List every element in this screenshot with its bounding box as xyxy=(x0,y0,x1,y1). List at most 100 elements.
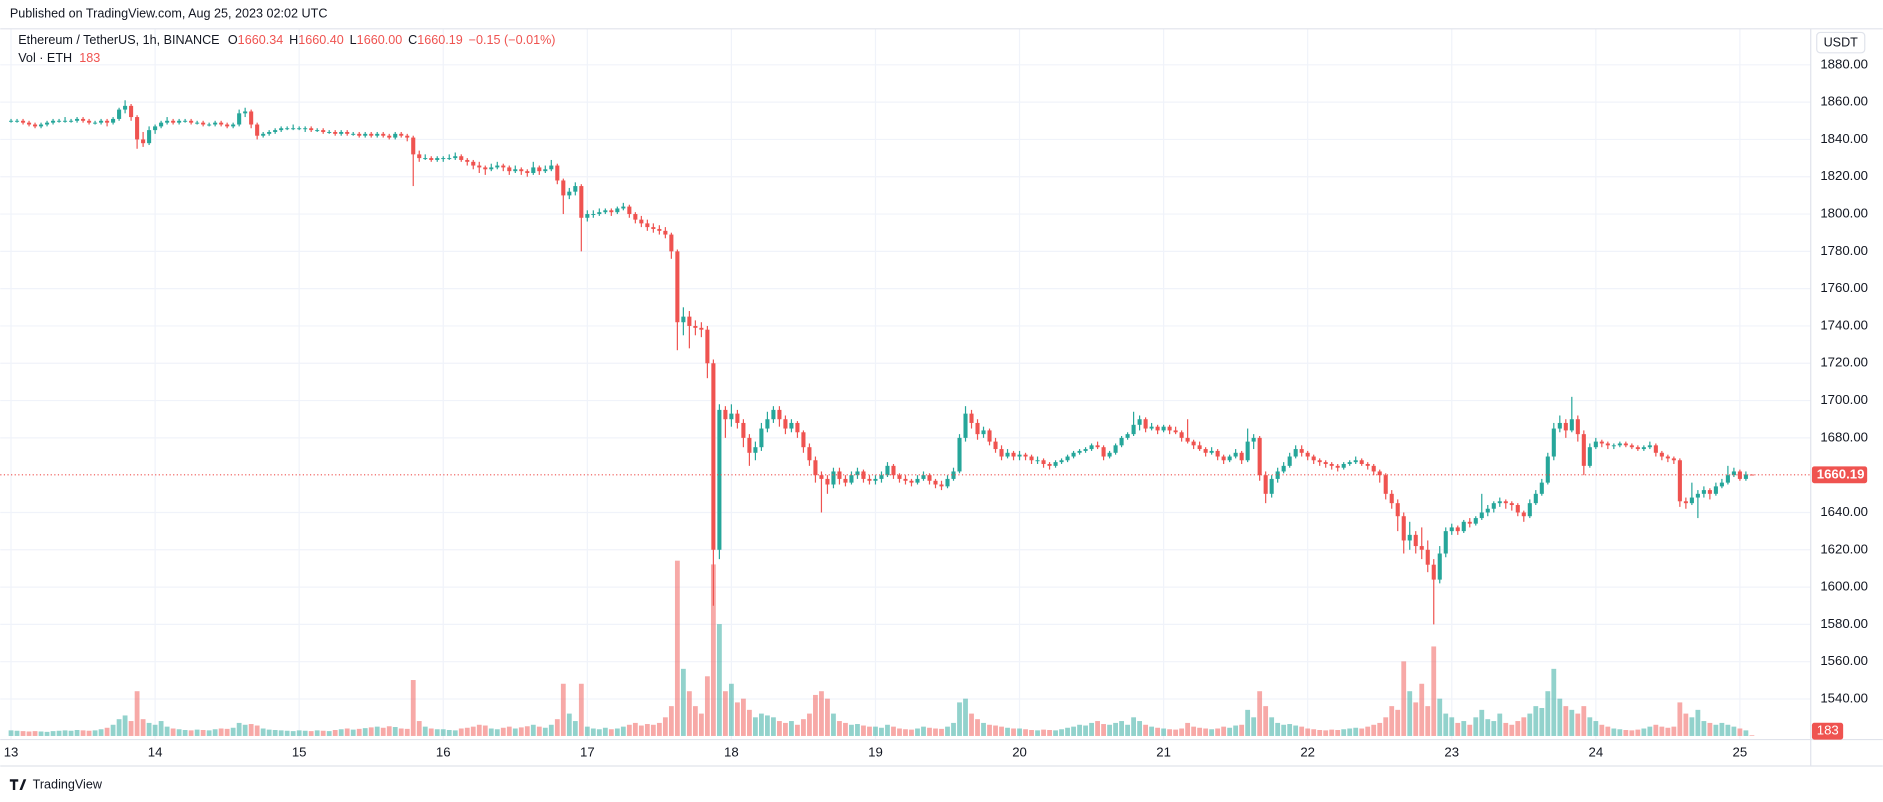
candle-body xyxy=(1221,456,1226,461)
candle-body xyxy=(1731,471,1736,476)
volume-bar xyxy=(1323,730,1329,736)
candle-body xyxy=(357,133,362,136)
volume-bar xyxy=(398,728,404,736)
candle-body xyxy=(159,122,164,127)
volume-bar xyxy=(741,698,746,736)
volume-bar xyxy=(314,730,320,736)
volume-bar xyxy=(1731,726,1737,736)
last-price-tag xyxy=(1811,466,1868,484)
candle-body xyxy=(1077,450,1082,453)
candle-body xyxy=(1113,445,1118,453)
volume-bar xyxy=(963,698,968,736)
candle-body xyxy=(987,430,992,442)
currency-box[interactable] xyxy=(1816,31,1866,54)
y-tick-label: 1600.00 xyxy=(1820,579,1868,594)
footer-brand: TradingView xyxy=(33,778,103,792)
volume-bar xyxy=(831,713,836,736)
y-tick-label: 1620.00 xyxy=(1820,541,1868,556)
candle-body xyxy=(285,128,290,130)
candle-body xyxy=(831,471,836,485)
volume-bar xyxy=(1545,691,1551,736)
volume-bar xyxy=(386,726,392,736)
volume-bar xyxy=(104,727,110,736)
volume-bar xyxy=(140,719,146,736)
volume-bar xyxy=(230,727,236,736)
volume-bar xyxy=(1071,726,1076,736)
volume-bar xyxy=(1293,725,1299,736)
candle-body xyxy=(1053,462,1058,466)
candle-body xyxy=(1035,460,1040,462)
candle-body xyxy=(1107,452,1112,457)
volume-bar xyxy=(1707,722,1713,736)
candle-body xyxy=(1185,437,1190,442)
candle-body xyxy=(243,111,248,114)
volume-bar xyxy=(8,730,14,736)
volume-bar xyxy=(1155,727,1161,736)
volume-bar xyxy=(110,724,116,736)
candle-body xyxy=(423,158,428,160)
volume-bar xyxy=(1539,707,1545,736)
candle-body xyxy=(723,409,728,420)
candle-body xyxy=(861,471,866,479)
currency-label[interactable]: USDT xyxy=(1824,36,1859,50)
volume-bar xyxy=(176,729,182,736)
volume-bar xyxy=(1269,717,1275,736)
candle-body xyxy=(507,167,512,172)
candle-body xyxy=(117,109,122,119)
legend-value: 1660.34 xyxy=(238,33,284,47)
candle-body xyxy=(1239,452,1244,461)
volume-bar xyxy=(56,730,62,736)
candle-body xyxy=(1281,465,1286,472)
candle-body xyxy=(255,124,260,136)
candle-body xyxy=(1713,486,1718,494)
volume-bar xyxy=(1089,722,1094,736)
volume-bar xyxy=(320,730,326,736)
candle-body xyxy=(1317,460,1322,463)
volume-bar xyxy=(26,731,32,736)
x-tick-label: 19 xyxy=(868,744,883,759)
candle-body xyxy=(213,122,218,125)
volume-bar xyxy=(1197,727,1203,736)
candle-body xyxy=(1287,456,1292,466)
legend-value: 1660.40 xyxy=(298,33,344,47)
candle-body xyxy=(885,465,890,476)
volume-bar xyxy=(1437,698,1443,736)
candle-body xyxy=(1425,549,1430,565)
volume-bar xyxy=(662,717,668,736)
volume-bar xyxy=(753,717,758,736)
volume-bar xyxy=(512,728,518,736)
candle-body xyxy=(339,131,344,134)
x-tick-label: 13 xyxy=(4,744,19,759)
volume-bar xyxy=(1653,724,1659,736)
candle-body xyxy=(1695,493,1700,498)
volume-bar xyxy=(1389,706,1395,736)
candle-body xyxy=(45,122,50,125)
volume-bar xyxy=(428,728,434,736)
volume-bar xyxy=(560,683,566,736)
candle-body xyxy=(1431,564,1436,580)
volume-bar xyxy=(1035,730,1040,736)
candle-body xyxy=(1521,512,1526,517)
candle-body xyxy=(819,475,824,479)
candle-body xyxy=(1563,422,1568,431)
volume-bar xyxy=(1641,728,1647,736)
candle-body xyxy=(1419,546,1424,550)
volume-bar xyxy=(128,721,134,736)
candle-body xyxy=(1245,441,1250,461)
volume-bar xyxy=(350,729,356,736)
candle-body xyxy=(123,105,128,110)
volume-bar xyxy=(548,724,554,736)
volume-bar xyxy=(1521,717,1527,736)
candle-body xyxy=(1071,452,1076,457)
volume-bar xyxy=(1467,724,1473,736)
candle-body xyxy=(759,428,764,448)
volume-bar xyxy=(566,713,572,736)
candle-body xyxy=(1461,521,1466,532)
volume-bar xyxy=(422,726,428,736)
candle-body xyxy=(33,124,38,127)
candle-body xyxy=(1323,462,1328,464)
candle-body xyxy=(1581,434,1586,466)
candle-body xyxy=(1089,445,1094,450)
candle-body xyxy=(237,113,242,125)
